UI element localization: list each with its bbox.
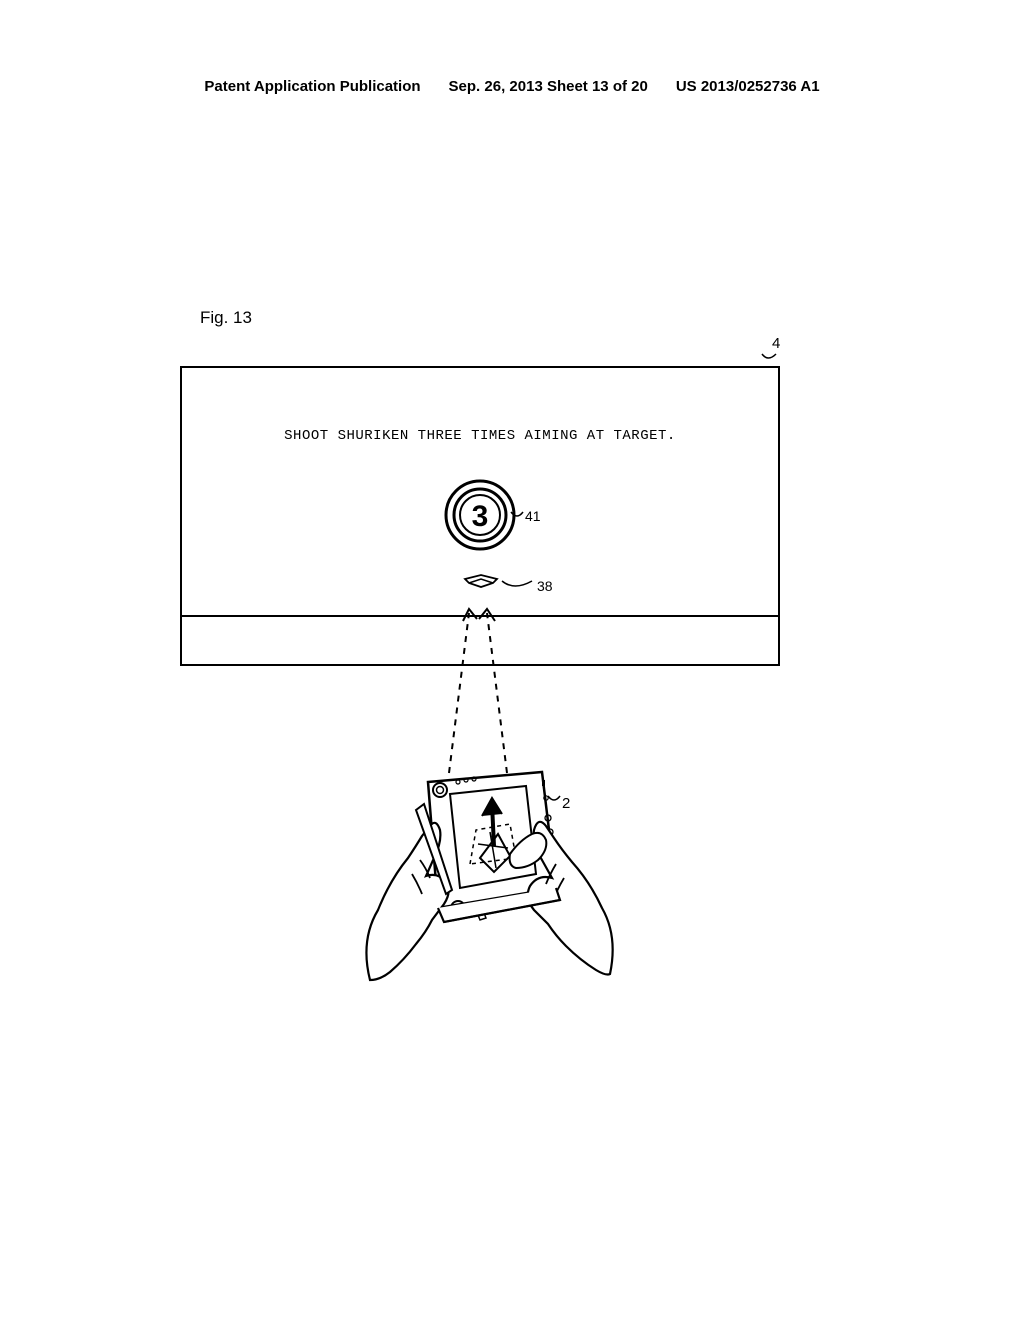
ref-num-38: 38	[537, 578, 553, 594]
ref-num-2: 2	[562, 795, 570, 812]
shuriken-flying-icon	[463, 573, 499, 596]
figure-label: Fig. 13	[200, 308, 252, 328]
header-right: US 2013/0252736 A1	[676, 78, 820, 95]
ground-line	[182, 615, 778, 617]
header-center: Sep. 26, 2013 Sheet 13 of 20	[449, 78, 648, 95]
instruction-text: SHOOT SHURIKEN THREE TIMES AIMING AT TAR…	[182, 428, 778, 444]
target-icon: 3	[443, 478, 517, 552]
header-left: Patent Application Publication	[204, 78, 420, 95]
ref-lead-38	[500, 575, 536, 596]
target-number: 3	[472, 500, 489, 533]
tv-screen: SHOOT SHURIKEN THREE TIMES AIMING AT TAR…	[180, 366, 780, 666]
ref-num-41: 41	[525, 508, 541, 524]
page-header: Patent Application Publication Sep. 26, …	[0, 78, 1024, 95]
controller-hands-icon	[360, 760, 620, 1010]
left-hand-icon	[366, 804, 452, 980]
